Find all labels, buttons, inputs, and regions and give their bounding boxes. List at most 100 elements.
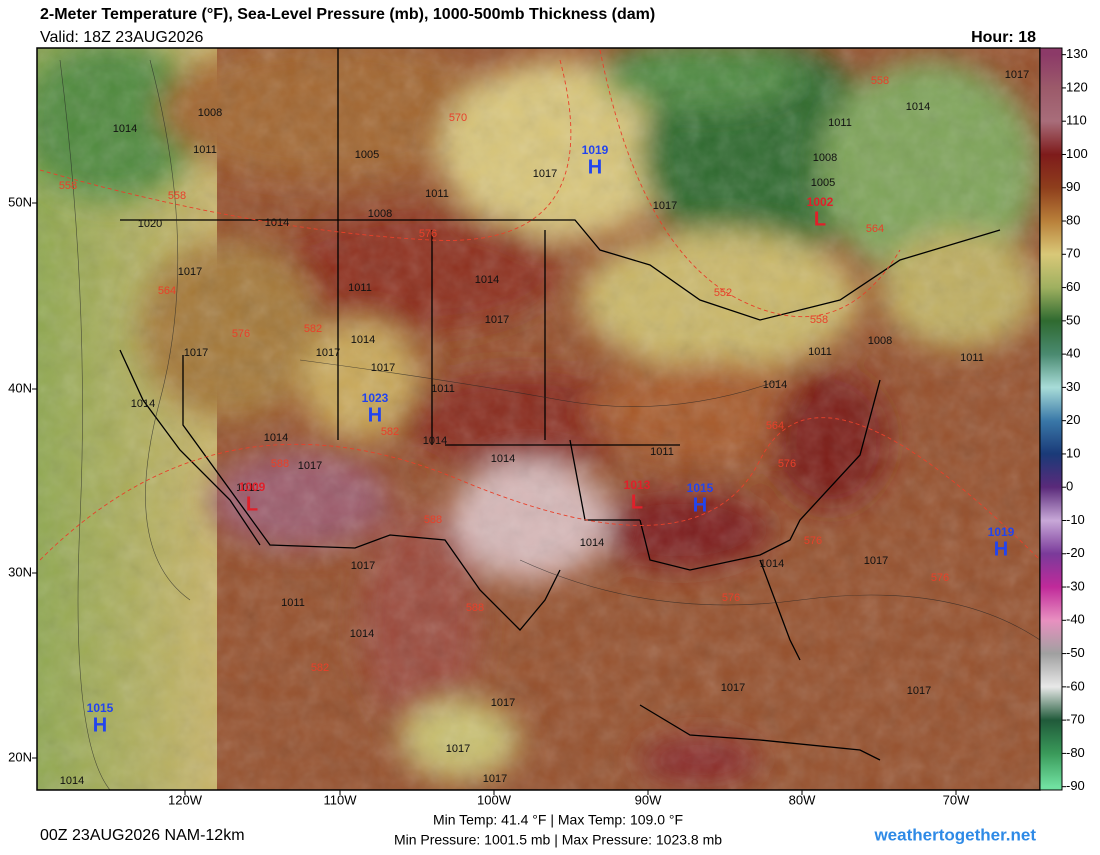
pressure-center-letter: L <box>814 208 826 230</box>
pressure-center-letter: H <box>693 494 707 516</box>
isobar-label: 1011 <box>650 446 674 458</box>
isobar-label: 1014 <box>580 537 604 549</box>
colorbar-tick-label: -40 <box>1066 612 1085 627</box>
thickness-label: 588 <box>271 458 289 470</box>
isobar-label: 1014 <box>760 558 784 570</box>
isobar-label: 1005 <box>811 177 835 189</box>
valid-time: Valid: 18Z 23AUG2026 <box>40 29 203 46</box>
pressure-center-letter: H <box>368 404 382 426</box>
isobar-label: 1011 <box>808 346 832 358</box>
pressure-range: Min Pressure: 1001.5 mb | Max Pressure: … <box>394 832 722 848</box>
longitude-label: 100W <box>477 792 512 807</box>
thickness-label: 576 <box>778 458 796 470</box>
isobar-label: 1017 <box>184 347 208 359</box>
isobar-label: 1011 <box>828 117 852 129</box>
colorbar-tick-label: -20 <box>1066 545 1085 560</box>
thickness-label: 582 <box>311 662 329 674</box>
colorbar-tick-label: 110 <box>1066 113 1087 128</box>
pressure-center-value: 1002 <box>807 195 834 209</box>
isobar-label: 1017 <box>864 555 888 567</box>
isobar-label: 1014 <box>60 775 84 787</box>
pressure-center-value: 1015 <box>687 481 714 495</box>
model-run: 00Z 23AUG2026 NAM-12km <box>40 827 245 844</box>
isobar-label: 1017 <box>446 743 470 755</box>
isobar-label: 1017 <box>316 347 340 359</box>
longitude-label: 120W <box>168 792 203 807</box>
colorbar-tick-label: -30 <box>1066 578 1085 593</box>
thickness-label: 570 <box>449 112 467 124</box>
thickness-label: 564 <box>158 285 176 297</box>
isobar-label: 1008 <box>198 107 222 119</box>
isobar-label: 1011 <box>281 597 305 609</box>
longitude-label: 80W <box>789 792 816 807</box>
isobar-label: 1014 <box>475 274 499 286</box>
colorbar-tick-label: -70 <box>1066 712 1085 727</box>
colorbar-tick-label: -60 <box>1066 678 1085 693</box>
colorbar-tick-label: 70 <box>1066 246 1080 261</box>
colorbar-tick-label: -80 <box>1066 745 1085 760</box>
pressure-center-value: 1009 <box>239 480 266 494</box>
thickness-label: 564 <box>766 420 784 432</box>
colorbar-tick-label: 20 <box>1066 412 1080 427</box>
thickness-label: 558 <box>810 314 828 326</box>
isobar-label: 1014 <box>131 398 155 410</box>
isobar-label: 1017 <box>533 168 557 180</box>
longitude-label: 110W <box>324 792 358 807</box>
colorbar-tick-label: 60 <box>1066 279 1080 294</box>
pressure-center-value: 1015 <box>87 701 114 715</box>
colorbar-tick-label: 30 <box>1066 379 1080 394</box>
pressure-center-letter: L <box>631 491 643 513</box>
thickness-label: 582 <box>381 426 399 438</box>
isobar-label: 1014 <box>350 628 374 640</box>
map: 1008 1014 1011 1005 1011 1008 1017 1017 1014 1020… <box>37 48 1040 790</box>
latitude-label: 50N <box>8 194 32 209</box>
colorbar-tick-label: 10 <box>1066 445 1080 460</box>
thickness-label: 558 <box>168 190 186 202</box>
isobar-label: 1014 <box>763 379 787 391</box>
colorbar-tick-label: 40 <box>1066 346 1080 361</box>
site-link[interactable]: weathertogether.net <box>873 825 1036 844</box>
pressure-center-letter: L <box>246 493 258 515</box>
isobar-label: 1011 <box>348 282 372 294</box>
isobar-label: 1014 <box>265 217 289 229</box>
borders <box>119 48 1001 761</box>
isobar-label: 1011 <box>236 482 260 494</box>
colorbar-tick-label: -50 <box>1066 645 1085 660</box>
isobar-label: 1017 <box>721 682 745 694</box>
latitude-label: 40N <box>8 380 32 395</box>
longitude-label: 90W <box>635 792 662 807</box>
thickness-label: 576 <box>804 535 822 547</box>
isobar-label: 1020 <box>138 218 162 230</box>
pressure-center-value: 1019 <box>988 525 1015 539</box>
isobar-label: 1008 <box>368 208 392 220</box>
thickness-label: 588 <box>424 514 442 526</box>
thickness-label: 576 <box>722 592 740 604</box>
colorbar-tick-label: -10 <box>1066 512 1085 527</box>
colorbar-tick-label: -90 <box>1066 778 1085 793</box>
isobar-label: 1017 <box>1005 69 1029 81</box>
isobar-label: 1017 <box>907 685 931 697</box>
latitude-label: 20N <box>8 749 32 764</box>
thickness-label: 558 <box>59 180 77 192</box>
colorbar-tick-label: 130 <box>1066 46 1088 61</box>
forecast-hour: Hour: 18 <box>971 29 1036 46</box>
isobar-label: 1011 <box>193 144 217 156</box>
colorbar <box>1039 47 1063 791</box>
pressure-center-value: 1013 <box>624 478 651 492</box>
isobar-label: 1008 <box>868 335 892 347</box>
pressure-center-value: 1023 <box>362 391 389 405</box>
colorbar-tick-label: 120 <box>1066 79 1088 94</box>
thickness-label: 582 <box>304 323 322 335</box>
colorbar-tick-label: 80 <box>1066 212 1080 227</box>
isobar-label: 1017 <box>483 773 507 785</box>
isobar-label: 1014 <box>423 435 447 447</box>
pressure-center-letter: H <box>588 156 602 178</box>
thickness-label: 552 <box>714 287 732 299</box>
pressure-center-letter: H <box>994 538 1008 560</box>
isobar-label: 1011 <box>960 352 984 364</box>
isobar-label: 1014 <box>113 123 137 135</box>
thickness-label: 558 <box>871 75 889 87</box>
isobar-label: 1014 <box>351 334 375 346</box>
isobar-label: 1017 <box>298 460 322 472</box>
